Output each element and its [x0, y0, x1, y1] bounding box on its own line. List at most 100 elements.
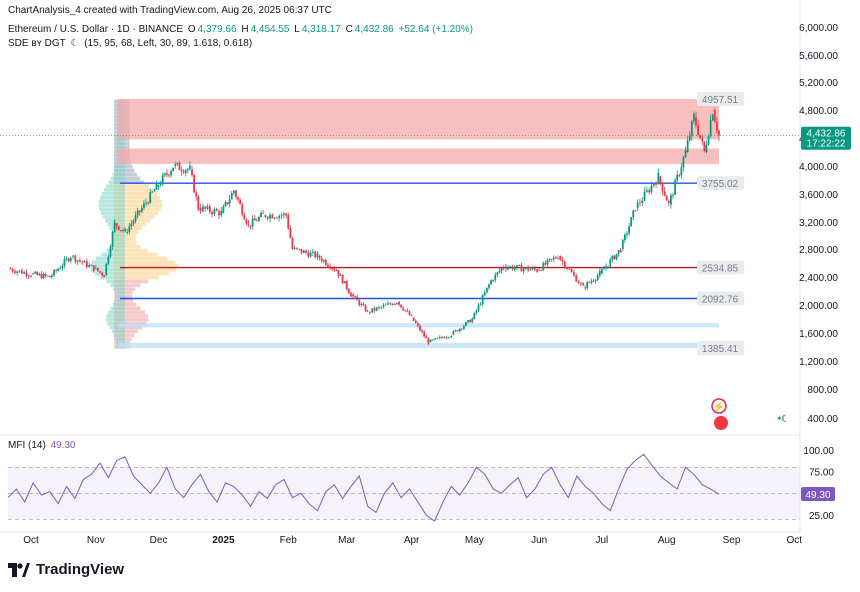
volume-profile-bar	[114, 184, 149, 188]
candle-body	[67, 258, 70, 262]
mfi-line	[7, 453, 720, 522]
candle-body	[650, 185, 653, 193]
candle-body	[16, 271, 19, 273]
price-levels: 4957.51 3755.02 2534.85 2092.76 1385.41	[120, 91, 744, 356]
volume-profile-bar	[116, 141, 125, 146]
moon-icon: ☾	[781, 414, 790, 425]
candle-body	[55, 270, 57, 271]
last-price-tag	[801, 126, 851, 150]
candle-body	[69, 257, 72, 262]
candle-body	[36, 271, 39, 275]
candle-body	[518, 265, 521, 266]
candle-body	[481, 295, 484, 304]
tradingview-logo[interactable]: TradingView	[8, 561, 124, 578]
candle-body	[427, 338, 430, 344]
candle-body	[520, 265, 523, 272]
candle-body	[316, 253, 319, 258]
candle-body	[57, 268, 60, 271]
candle-body	[609, 259, 612, 267]
candle-body	[113, 221, 116, 232]
candle-body	[189, 165, 191, 170]
candle-body	[255, 220, 258, 222]
candle-body	[680, 167, 683, 176]
high-value: 4,454.55	[250, 24, 290, 35]
candle-body	[208, 206, 211, 212]
level-label-bg	[697, 341, 744, 356]
candle-body	[661, 182, 664, 192]
candle-body	[445, 337, 448, 339]
price-tick-label: 4,000.00	[799, 162, 838, 173]
candle-body	[197, 196, 200, 210]
candle-body	[657, 172, 660, 185]
symbol-title[interactable]: Ethereum / U.S. Dollar · 1D · BINANCE	[8, 24, 184, 35]
mfi-label: MFI (14)	[8, 440, 46, 451]
time-tick-label: Jun	[531, 535, 547, 546]
candle-body	[548, 258, 551, 260]
candle-body	[605, 266, 607, 269]
volume-profile-bar	[114, 203, 163, 208]
candle-body	[109, 246, 112, 257]
candle-body	[563, 261, 566, 268]
candle-body	[318, 256, 321, 259]
volume-profile-bar	[114, 176, 141, 181]
candle-body	[241, 204, 244, 215]
last-price-label: 4,432.86	[807, 129, 846, 140]
mfi-pane: 25.00 75.00 100.00 49.30	[0, 434, 835, 532]
candle-body	[356, 296, 359, 301]
volume-profile-bar	[112, 241, 125, 245]
candle-body	[434, 338, 437, 340]
candle-body	[516, 265, 518, 268]
level-label: 2092.76	[702, 295, 739, 306]
candle-body	[504, 266, 507, 270]
candle-body	[14, 271, 16, 273]
candle-body	[195, 192, 198, 197]
volume-profile-bar	[105, 218, 125, 223]
candle-body	[249, 225, 252, 227]
candle-body	[688, 135, 691, 141]
candle-body	[343, 281, 346, 284]
candle-body	[425, 336, 428, 339]
candle-body	[81, 261, 84, 263]
candle-body	[48, 275, 51, 278]
candle-body	[592, 280, 595, 282]
candle-body	[707, 136, 710, 145]
mfi-legend[interactable]: MFI (14) 49.30	[8, 440, 78, 451]
time-tick-label: Dec	[150, 535, 168, 546]
candle-body	[322, 260, 325, 262]
candle-body	[117, 226, 120, 230]
volume-profile-bar	[102, 215, 125, 219]
indicator-legend[interactable]: SDE ʙʏ DGT ☾ (15, 95, 68, Left, 30, 89, …	[8, 38, 254, 49]
level-label-bg	[697, 176, 744, 191]
price-tick-label: 3,200.00	[799, 218, 838, 229]
volume-profile-bar	[114, 291, 125, 295]
volume-profile-bar	[106, 314, 125, 318]
candle-body	[65, 258, 68, 260]
volume-profile-bar	[98, 199, 125, 204]
candle-body	[170, 171, 173, 176]
candle-body	[193, 174, 196, 193]
candle-body	[579, 283, 582, 284]
candle-body	[690, 121, 693, 136]
candle-body	[298, 248, 301, 250]
time-tick-label: Mar	[338, 535, 356, 546]
candle-body	[278, 215, 281, 219]
candle-body	[226, 202, 229, 204]
candle-body	[11, 269, 14, 272]
candle-body	[140, 207, 143, 212]
candle-body	[552, 257, 555, 260]
time-tick-label: Feb	[280, 535, 298, 546]
volume-profile-bar	[90, 268, 125, 272]
candle-body	[600, 269, 603, 274]
candle-body	[153, 189, 156, 192]
chart-canvas[interactable]: 4957.51 3755.02 2534.85 2092.76 1385.41 25.0…	[0, 0, 860, 560]
candle-body	[38, 273, 41, 275]
candle-body	[705, 144, 708, 152]
close-value: 4,432.86	[354, 24, 394, 35]
time-tick-label: Sep	[723, 535, 741, 546]
candle-body	[703, 141, 706, 152]
change-value: +52.64 (+1.20%)	[398, 24, 474, 35]
candle-body	[76, 260, 79, 262]
volume-profile-bar	[112, 172, 125, 177]
candle-body	[300, 249, 303, 254]
candle-body	[360, 304, 363, 306]
